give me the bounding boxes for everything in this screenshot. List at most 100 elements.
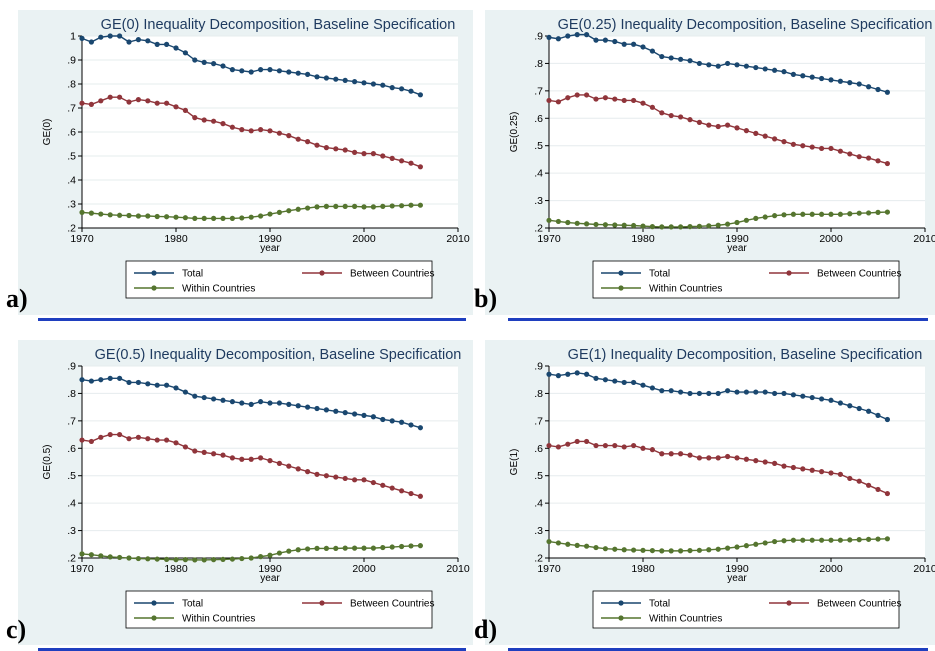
data-point-between-countries xyxy=(715,123,721,130)
data-point-within-countries xyxy=(800,537,806,543)
y-axis-label: GE(0.5) xyxy=(42,444,53,479)
data-point-total xyxy=(314,405,320,412)
data-point-between-countries xyxy=(352,477,358,483)
data-point-within-countries xyxy=(220,215,226,221)
data-point-within-countries xyxy=(342,203,348,209)
data-point-total xyxy=(649,48,655,54)
legend-label-within-countries: Within Countries xyxy=(182,284,255,295)
data-point-between-countries xyxy=(239,127,245,133)
data-point-total xyxy=(781,69,787,75)
y-tick-label: .3 xyxy=(67,525,76,537)
legend-marker-between-countries xyxy=(319,270,325,276)
data-point-within-countries xyxy=(649,547,655,554)
x-tick-label: 1970 xyxy=(70,233,94,245)
data-point-within-countries xyxy=(145,213,151,219)
y-tick-label: .4 xyxy=(534,168,543,180)
data-point-total xyxy=(399,419,405,425)
data-point-between-countries xyxy=(678,451,684,457)
x-tick-label: 2000 xyxy=(352,563,376,575)
data-point-within-countries xyxy=(584,543,590,549)
legend-box xyxy=(125,260,433,299)
data-point-total xyxy=(555,36,561,42)
data-point-total xyxy=(361,80,367,86)
data-point-within-countries xyxy=(323,545,329,551)
data-point-between-countries xyxy=(135,97,141,103)
y-tick-label: .6 xyxy=(67,127,76,139)
data-point-total xyxy=(631,41,637,47)
data-point-within-countries xyxy=(352,203,358,209)
data-point-total xyxy=(828,77,834,83)
data-point-between-countries xyxy=(809,144,815,150)
data-point-between-countries xyxy=(417,164,423,170)
data-point-between-countries xyxy=(828,145,834,152)
data-point-between-countries xyxy=(173,440,179,446)
data-point-within-countries xyxy=(399,203,405,209)
y-tick-label: .5 xyxy=(534,140,543,152)
data-point-total xyxy=(248,69,254,75)
data-point-total xyxy=(725,388,731,394)
data-point-between-countries xyxy=(837,471,843,477)
data-point-between-countries xyxy=(98,98,104,104)
data-point-between-countries xyxy=(201,117,207,123)
y-tick-label: .7 xyxy=(67,103,76,115)
data-point-total xyxy=(800,73,806,79)
data-point-between-countries xyxy=(220,452,226,458)
chart-panel-a: GE(0) Inequality Decomposition, Baseline… xyxy=(18,10,473,315)
data-point-between-countries xyxy=(295,466,301,472)
data-point-total xyxy=(837,78,843,84)
data-point-within-countries xyxy=(258,213,264,219)
x-tick-label: 1990 xyxy=(725,563,749,575)
data-point-within-countries xyxy=(781,538,787,544)
y-tick-label: .9 xyxy=(534,361,543,373)
data-point-within-countries xyxy=(790,537,796,543)
data-point-total xyxy=(182,50,188,56)
legend-label-between-countries: Between Countries xyxy=(817,269,902,280)
data-point-within-countries xyxy=(884,209,890,215)
data-point-total xyxy=(154,382,160,388)
data-point-total xyxy=(734,62,740,68)
data-point-between-countries xyxy=(593,96,599,102)
data-point-within-countries xyxy=(678,548,684,554)
data-point-total xyxy=(107,33,113,39)
data-point-between-countries xyxy=(98,434,104,440)
y-tick-label: .7 xyxy=(67,415,76,427)
data-point-total xyxy=(352,79,358,85)
y-tick-label: .7 xyxy=(534,415,543,427)
data-point-within-countries xyxy=(389,203,395,209)
data-point-total xyxy=(88,378,94,384)
data-point-total xyxy=(687,390,693,397)
y-tick-label: .4 xyxy=(534,498,543,510)
data-point-total xyxy=(847,403,853,409)
data-point-total xyxy=(790,71,796,77)
data-point-within-countries xyxy=(631,222,637,229)
y-tick-label: .7 xyxy=(534,85,543,97)
y-axis-label: GE(0) xyxy=(42,119,53,146)
data-point-between-countries xyxy=(248,456,254,462)
data-point-within-countries xyxy=(192,215,198,221)
data-point-between-countries xyxy=(258,127,264,133)
data-point-within-countries xyxy=(98,553,104,559)
legend-marker-within-countries xyxy=(618,285,624,291)
data-point-between-countries xyxy=(856,478,862,484)
data-point-within-countries xyxy=(295,206,301,212)
data-point-between-countries xyxy=(276,130,282,136)
data-point-between-countries xyxy=(790,464,796,471)
x-tick-label: 2000 xyxy=(819,563,843,575)
data-point-within-countries xyxy=(286,548,292,554)
data-point-within-countries xyxy=(417,543,423,549)
data-point-total xyxy=(333,408,339,414)
y-tick-label: .4 xyxy=(67,175,76,187)
data-point-total xyxy=(323,75,329,81)
data-point-between-countries xyxy=(762,133,768,139)
data-point-total xyxy=(790,392,796,398)
data-point-within-countries xyxy=(88,552,94,558)
data-point-total xyxy=(574,370,580,376)
data-point-within-countries xyxy=(781,212,787,218)
x-tick-label: 1980 xyxy=(631,233,655,245)
data-point-within-countries xyxy=(117,554,123,561)
data-point-total xyxy=(725,60,731,67)
data-point-within-countries xyxy=(145,556,151,562)
data-point-between-countries xyxy=(229,124,235,130)
data-point-within-countries xyxy=(584,221,590,227)
data-point-total xyxy=(809,394,815,401)
